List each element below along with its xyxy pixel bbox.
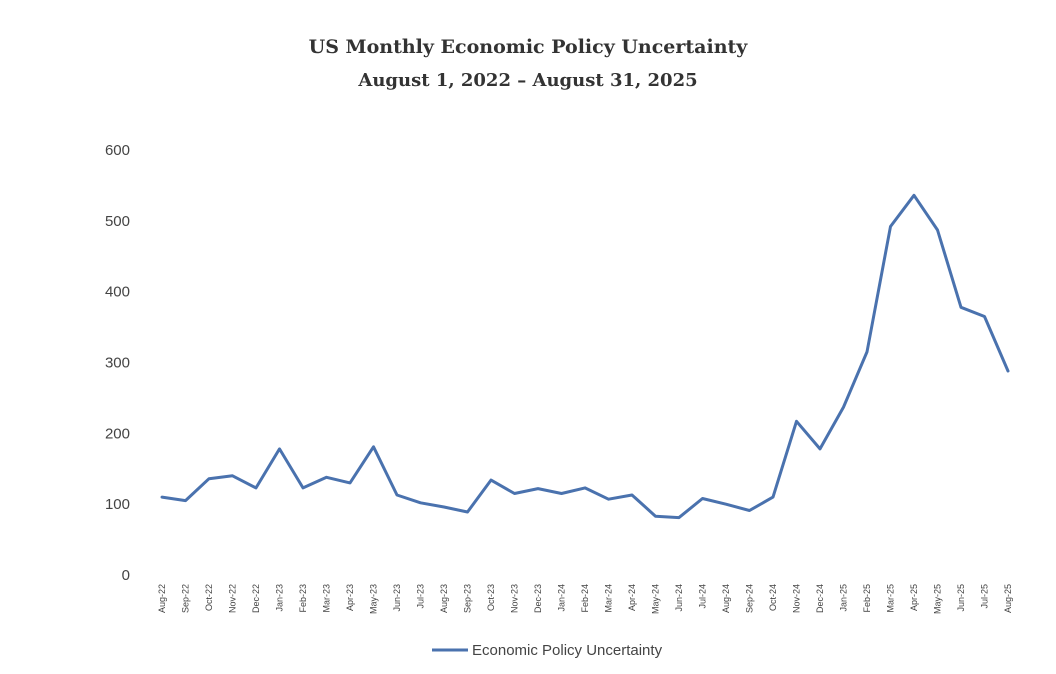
y-tick-label: 0 [122, 567, 130, 584]
data-point [537, 487, 540, 490]
data-point [372, 445, 375, 448]
data-point [278, 447, 281, 450]
data-point [513, 492, 516, 495]
x-tick-label: Mar-23 [322, 584, 332, 613]
x-tick-label: Apr-24 [627, 584, 637, 611]
y-tick-label: 100 [105, 496, 130, 513]
data-point [208, 477, 211, 480]
data-point [396, 493, 399, 496]
x-tick-label: Nov-22 [228, 584, 238, 613]
x-tick-label: Dec-23 [533, 584, 543, 613]
x-tick-label: May-23 [369, 584, 379, 614]
y-tick-label: 300 [105, 355, 130, 372]
x-tick-label: Aug-23 [439, 584, 449, 613]
x-tick-label: Jan-25 [839, 584, 849, 612]
data-point [255, 486, 258, 489]
legend: Economic Policy Uncertainty [432, 642, 663, 659]
data-point [701, 497, 704, 500]
x-tick-label: Jan-23 [275, 584, 285, 612]
x-tick-label: Jun-25 [956, 584, 966, 612]
x-tick-label: Feb-25 [862, 584, 872, 613]
data-point [819, 447, 822, 450]
data-point [866, 350, 869, 353]
x-tick-label: Jan-24 [557, 584, 567, 612]
x-tick-label: Mar-24 [604, 584, 614, 613]
legend-label: Economic Policy Uncertainty [472, 642, 663, 659]
data-point [607, 498, 610, 501]
x-tick-label: May-24 [651, 584, 661, 614]
x-tick-label: Jul-23 [416, 584, 426, 609]
x-tick-label: Nov-24 [792, 584, 802, 613]
data-point [748, 509, 751, 512]
series-line [160, 193, 1010, 520]
data-point [560, 492, 563, 495]
plot-area [160, 193, 1010, 520]
x-tick-label: Dec-24 [815, 584, 825, 613]
chart-subtitle: August 1, 2022 – August 31, 2025 [358, 70, 698, 91]
data-point [842, 406, 845, 409]
data-point [654, 515, 657, 518]
data-point [960, 306, 963, 309]
data-point [772, 496, 775, 499]
x-tick-label: Jun-23 [392, 584, 402, 612]
x-tick-label: May-25 [933, 584, 943, 614]
chart-title-block: US Monthly Economic Policy Uncertainty A… [0, 30, 1056, 98]
y-tick-label: 400 [105, 284, 130, 301]
x-tick-label: Oct-22 [204, 584, 214, 611]
y-axis: 0 100 200 300 400 500 600 [105, 142, 130, 584]
x-tick-label: Sep-24 [745, 584, 755, 613]
data-point [1007, 370, 1010, 373]
data-point [490, 479, 493, 482]
data-point [466, 510, 469, 513]
x-tick-label: Aug-25 [1003, 584, 1013, 613]
y-tick-label: 500 [105, 213, 130, 230]
data-point [584, 486, 587, 489]
data-point [795, 420, 798, 423]
data-point [349, 481, 352, 484]
x-tick-label: Aug-24 [721, 584, 731, 613]
data-point [443, 506, 446, 509]
x-tick-label: Apr-25 [909, 584, 919, 611]
x-tick-label: Jul-25 [980, 584, 990, 609]
x-tick-label: Jun-24 [674, 584, 684, 612]
data-point [889, 225, 892, 228]
x-tick-label: Jul-24 [698, 584, 708, 609]
x-tick-label: Sep-23 [463, 584, 473, 613]
y-tick-label: 200 [105, 425, 130, 442]
x-tick-label: Feb-24 [580, 584, 590, 613]
data-point [631, 493, 634, 496]
data-point [184, 499, 187, 502]
x-tick-label: Mar-25 [886, 584, 896, 613]
data-point [913, 194, 916, 197]
data-point [161, 496, 164, 499]
data-point [725, 503, 728, 506]
x-tick-label: Dec-22 [251, 584, 261, 613]
data-point [936, 229, 939, 232]
x-tick-label: Aug-22 [157, 584, 167, 613]
x-tick-label: Feb-23 [298, 584, 308, 613]
x-tick-label: Sep-22 [181, 584, 191, 613]
x-tick-label: Oct-23 [486, 584, 496, 611]
data-point [678, 516, 681, 519]
x-axis: Aug-22 Sep-22 Oct-22 Nov-22 Dec-22 Jan-23 Feb-… [157, 584, 1013, 614]
data-point [325, 476, 328, 479]
x-tick-label: Oct-24 [768, 584, 778, 611]
chart-title: US Monthly Economic Policy Uncertainty [308, 36, 748, 58]
y-tick-label: 600 [105, 142, 130, 159]
data-point [983, 315, 986, 318]
x-tick-label: Apr-23 [345, 584, 355, 611]
data-point [419, 501, 422, 504]
x-tick-label: Nov-23 [510, 584, 520, 613]
data-point [231, 474, 234, 477]
data-point [302, 486, 305, 489]
